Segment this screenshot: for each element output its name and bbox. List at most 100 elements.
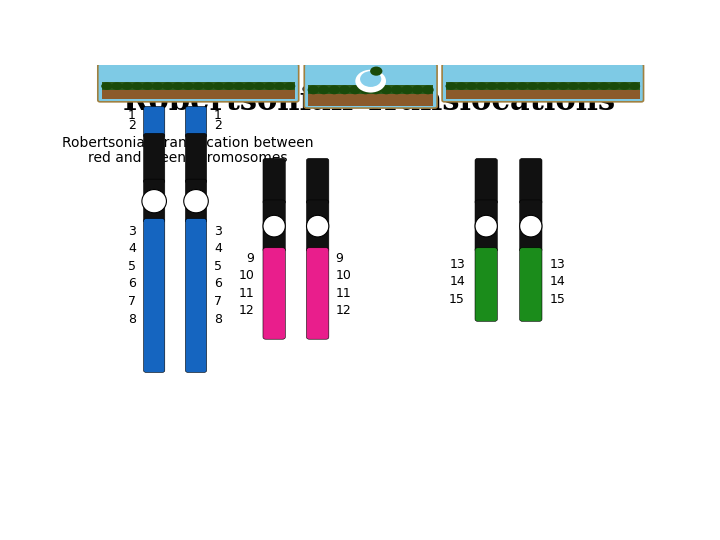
Text: 6: 6 [214,278,222,291]
Bar [102,82,294,91]
Bar [308,94,433,105]
Ellipse shape [412,85,423,94]
Text: 10: 10 [239,269,255,282]
Text: 4: 4 [128,242,136,255]
FancyBboxPatch shape [520,200,542,252]
Ellipse shape [517,82,528,90]
Text: 6: 6 [128,278,136,291]
Ellipse shape [547,82,559,90]
Ellipse shape [142,190,166,213]
FancyBboxPatch shape [305,64,437,108]
Ellipse shape [557,82,569,90]
Ellipse shape [122,82,132,90]
FancyBboxPatch shape [307,158,329,204]
Text: 3: 3 [128,225,136,238]
FancyBboxPatch shape [307,200,329,252]
Ellipse shape [162,82,174,90]
Text: 14: 14 [449,275,465,288]
Ellipse shape [172,82,184,90]
Ellipse shape [184,190,208,213]
Ellipse shape [193,82,204,90]
Ellipse shape [476,82,487,90]
FancyBboxPatch shape [263,248,285,339]
Ellipse shape [142,82,153,90]
Ellipse shape [629,82,640,90]
Ellipse shape [328,85,340,94]
Ellipse shape [486,82,498,90]
Ellipse shape [568,82,579,90]
FancyBboxPatch shape [263,158,285,204]
Text: 7: 7 [127,295,136,308]
Ellipse shape [608,82,620,90]
Ellipse shape [182,82,194,90]
Ellipse shape [370,66,382,76]
Text: 15: 15 [449,293,465,306]
Ellipse shape [132,82,143,90]
Ellipse shape [263,215,285,237]
Bar [446,82,639,91]
Ellipse shape [537,82,549,90]
Ellipse shape [446,82,456,90]
Ellipse shape [360,71,382,87]
Text: 13: 13 [549,258,565,271]
Ellipse shape [253,82,265,90]
Ellipse shape [381,85,392,94]
Ellipse shape [527,82,539,90]
FancyBboxPatch shape [143,219,165,373]
FancyBboxPatch shape [98,64,299,102]
Ellipse shape [307,215,329,237]
FancyBboxPatch shape [143,179,165,223]
Ellipse shape [264,82,275,90]
Text: red and green chromosomes: red and green chromosomes [88,151,287,165]
Ellipse shape [318,85,330,94]
Ellipse shape [223,82,234,90]
Ellipse shape [360,85,372,94]
Text: 12: 12 [239,305,255,318]
Text: 7: 7 [214,295,222,308]
Text: 9: 9 [247,252,255,265]
Ellipse shape [578,82,589,90]
Text: 1: 1 [214,109,222,122]
Ellipse shape [520,215,542,237]
Text: 15: 15 [549,293,565,306]
Ellipse shape [339,85,351,94]
Ellipse shape [213,82,224,90]
Ellipse shape [391,85,402,94]
FancyBboxPatch shape [442,64,644,102]
Ellipse shape [475,215,498,237]
Ellipse shape [307,85,319,94]
Ellipse shape [102,82,112,90]
Ellipse shape [402,85,413,94]
FancyBboxPatch shape [307,248,329,339]
Text: 8: 8 [127,313,136,326]
Text: 11: 11 [239,287,255,300]
FancyBboxPatch shape [143,133,165,183]
Ellipse shape [233,82,245,90]
FancyBboxPatch shape [475,200,498,252]
Text: Robertsonian Translocations: Robertsonian Translocations [123,86,615,117]
Bar [308,85,433,95]
FancyBboxPatch shape [143,106,165,138]
Ellipse shape [370,85,382,94]
FancyBboxPatch shape [263,200,285,252]
Text: 5: 5 [127,260,136,273]
Text: 12: 12 [336,305,351,318]
Text: 4: 4 [214,242,222,255]
Text: 10: 10 [336,269,351,282]
Ellipse shape [507,82,518,90]
FancyBboxPatch shape [475,158,498,204]
Bar [102,90,294,99]
Bar [446,90,639,99]
Ellipse shape [284,82,295,90]
Ellipse shape [203,82,214,90]
Text: 8: 8 [214,313,222,326]
FancyBboxPatch shape [186,133,207,183]
FancyBboxPatch shape [520,248,542,321]
Text: 13: 13 [449,258,465,271]
Text: 3: 3 [214,225,222,238]
Ellipse shape [356,70,386,92]
Ellipse shape [497,82,508,90]
FancyBboxPatch shape [520,158,542,204]
Ellipse shape [598,82,610,90]
Text: 14: 14 [549,275,565,288]
